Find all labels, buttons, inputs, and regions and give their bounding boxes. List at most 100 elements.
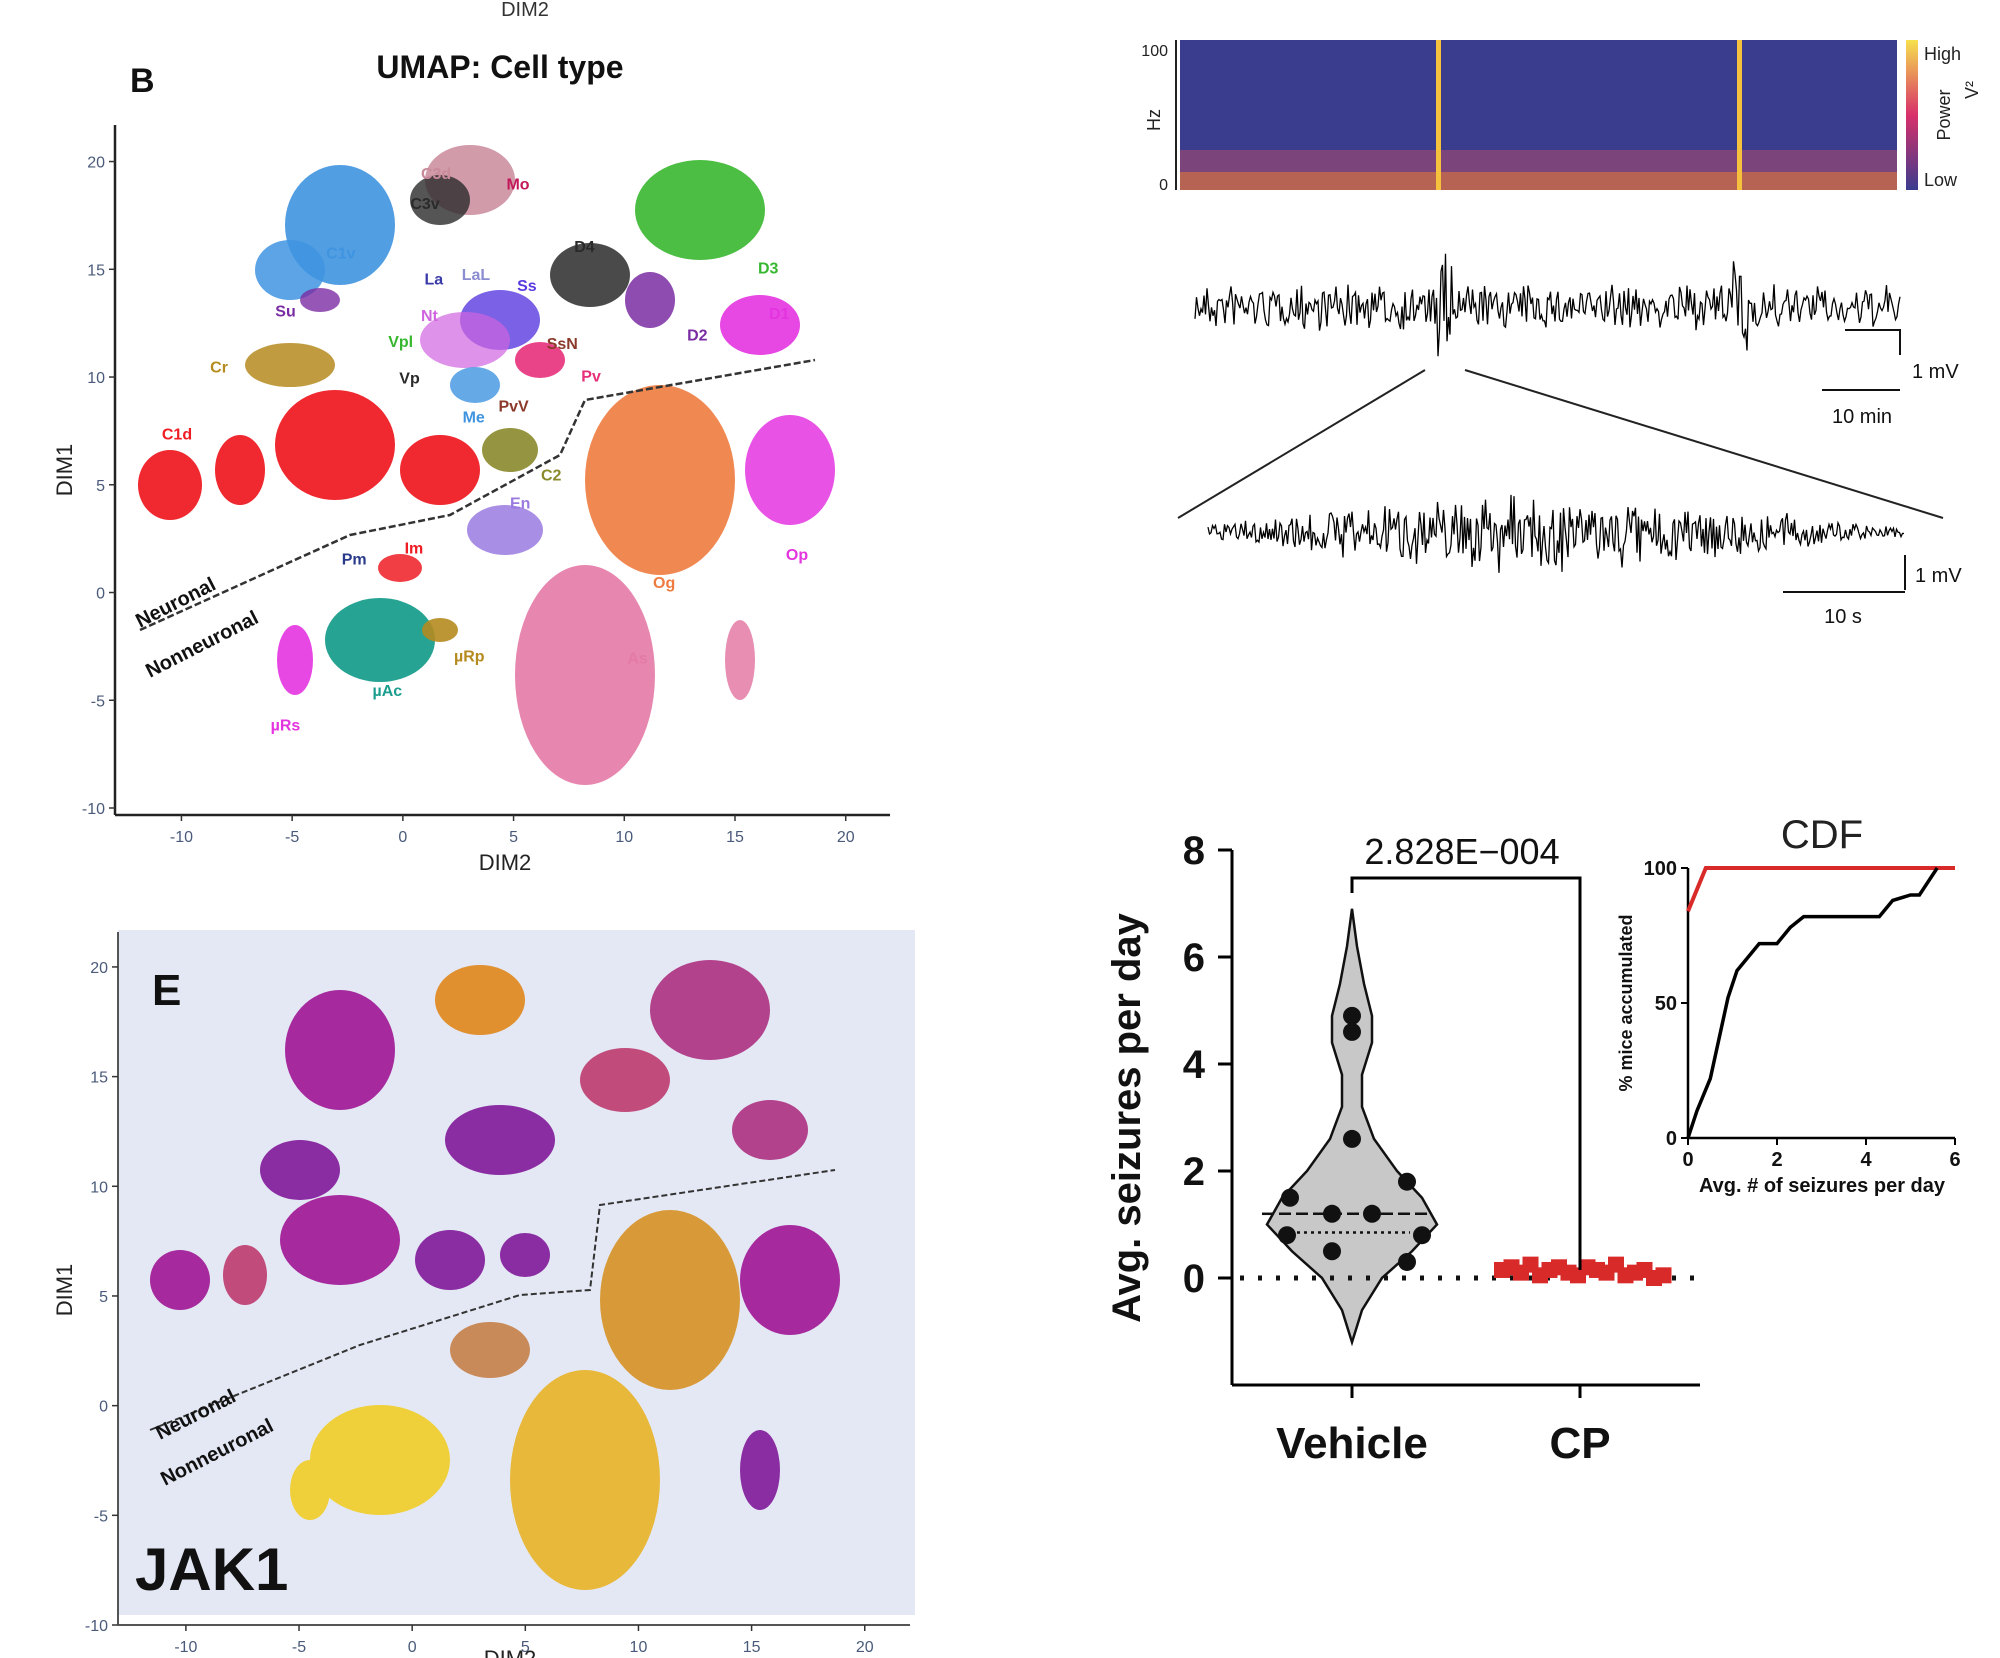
violin-y-tick-label: 0 [1183, 1257, 1205, 1301]
zoom-line-right [1464, 369, 1944, 519]
vehicle-data-point [1343, 1006, 1361, 1025]
cluster-label: Vp [399, 370, 420, 387]
y-tick-label: -10 [82, 801, 105, 818]
blob-d1 [720, 295, 800, 355]
zoom-line-left [1177, 369, 1426, 519]
cluster-label: La [425, 271, 444, 288]
blob-c3v [410, 175, 470, 225]
blob-c1d-2 [215, 435, 265, 505]
panel-b-cluster-blobs [138, 145, 835, 785]
vehicle-data-point [1343, 1129, 1361, 1148]
blob-op [745, 415, 835, 525]
blob-c1v-lower [255, 240, 325, 300]
cluster-label: En [510, 495, 530, 512]
x-tick-label: -5 [285, 829, 299, 846]
cluster-label: D2 [687, 327, 708, 344]
panel-e-neuronal-boundary [149, 1169, 836, 1431]
y-tick-label: 15 [87, 262, 105, 279]
x-tick-label: 10 [630, 1639, 648, 1656]
cdf-x-tick-label: 4 [1860, 1149, 1872, 1171]
cdf-y-ticks: 100 50 0 [1644, 858, 1688, 1150]
trace-scale-1mv: 1 mV [1912, 361, 1959, 383]
panel-e-x-axis-label: DIM2 [484, 1646, 537, 1658]
p-value-label: 2.828E−004 [1364, 831, 1559, 872]
eeg-panel: 100 0 Hz High Low Power V² 1 mV 10 min 1… [1141, 40, 1982, 628]
blob-uac [325, 598, 435, 682]
spectrogram-ytick-100: 100 [1141, 43, 1168, 60]
y-tick-label: 5 [96, 478, 105, 495]
blob-nt [420, 312, 510, 368]
blob-en [467, 505, 543, 555]
x-tick-label: 10 [615, 829, 633, 846]
y-tick-label: -10 [85, 1618, 108, 1635]
panel-e-letter: E [152, 966, 181, 1015]
y-tick-label: -5 [91, 693, 105, 710]
violin-category-label: Vehicle [1276, 1419, 1428, 1468]
spectrogram-burst-2 [1737, 40, 1742, 190]
e-blob-11 [150, 1250, 210, 1310]
cluster-label: C1v [326, 246, 355, 263]
cluster-label: µAc [373, 683, 403, 700]
vehicle-data-point [1323, 1242, 1341, 1261]
panel-b-letter: B [130, 62, 155, 100]
blob-c2 [482, 428, 538, 472]
cdf-cp-line [1686, 866, 1955, 912]
panel-b-y-ticks: 20 15 10 5 0 -5 -10 [82, 155, 115, 818]
violin-category-label: CP [1549, 1419, 1610, 1468]
e-blob-8 [280, 1195, 400, 1285]
cluster-label: PvV [498, 399, 529, 416]
blob-d2 [625, 272, 675, 328]
blob-og [585, 385, 735, 575]
x-tick-label: -5 [292, 1639, 306, 1656]
zoom-scale-1mv: 1 mV [1915, 565, 1962, 587]
violin-y-ticks: 8 6 4 2 0 [1183, 829, 1232, 1301]
vehicle-data-point [1413, 1226, 1431, 1245]
blob-su [300, 288, 340, 312]
vehicle-data-point [1398, 1172, 1416, 1191]
cdf-title: CDF [1781, 813, 1863, 857]
e-blob-og [600, 1210, 740, 1390]
cluster-label: D3 [758, 261, 779, 278]
y-tick-label: 20 [90, 960, 108, 977]
cluster-label: Pv [581, 368, 601, 385]
colorbar-low-label: Low [1924, 170, 1958, 190]
cluster-label: Ss [517, 278, 537, 295]
blob-d3 [635, 160, 765, 260]
e-blob-9 [415, 1230, 485, 1290]
cluster-label: D1 [769, 306, 790, 323]
panel-b-title: UMAP: Cell type [376, 49, 623, 85]
violin-y-axis-label: Avg. seizures per day [1105, 912, 1149, 1323]
cdf-y-tick-label: 100 [1644, 858, 1677, 880]
panel-e-expression-blobs [150, 960, 840, 1590]
blob-urs [277, 625, 313, 695]
violin-y-tick-label: 6 [1183, 936, 1205, 980]
e-blob-as-small [740, 1430, 780, 1510]
panel-e-gene-label: JAK1 [135, 1536, 288, 1603]
cluster-label: D4 [574, 239, 595, 256]
y-tick-label: 10 [87, 370, 105, 387]
blob-cr [245, 343, 335, 387]
blob-me [450, 367, 500, 403]
panel-b-neuronal-boundary [139, 358, 816, 632]
cdf-x-tick-label: 6 [1949, 1149, 1960, 1171]
cluster-label: µRs [271, 717, 301, 734]
cluster-label: C3d [421, 166, 451, 183]
e-blob-op [740, 1225, 840, 1335]
cluster-label: Nt [421, 308, 439, 325]
colorbar-high-label: High [1924, 44, 1961, 64]
e-blob-3 [650, 960, 770, 1060]
cluster-label: Cr [210, 360, 228, 377]
violin-y-tick-label: 2 [1183, 1150, 1205, 1194]
x-tick-label: 20 [837, 829, 855, 846]
violin-y-tick-label: 4 [1183, 1043, 1206, 1087]
panel-e-y-axis-label: DIM1 [52, 1264, 77, 1317]
vehicle-data-point [1281, 1188, 1299, 1207]
blob-c1d-3 [275, 390, 395, 500]
y-tick-label: 10 [90, 1179, 108, 1196]
cp-data-point [1655, 1267, 1672, 1284]
cluster-label: Im [405, 541, 424, 558]
blob-as [515, 565, 655, 785]
cdf-inset: CDF 100 50 0 0 2 4 6 Avg. # of seizures per d… [1616, 813, 1961, 1197]
trace-scale-bar-1 [1845, 329, 1901, 355]
